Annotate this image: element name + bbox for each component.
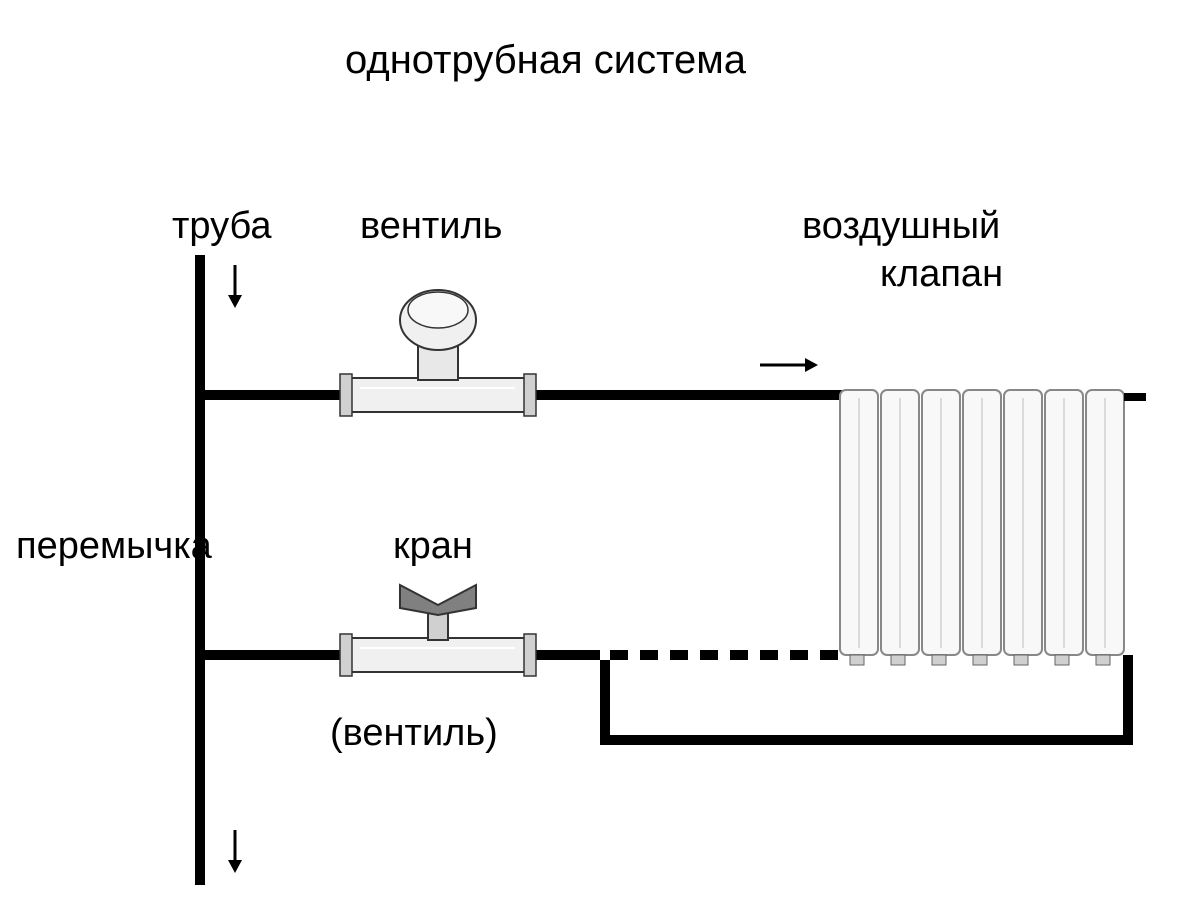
radiator — [840, 390, 1146, 665]
lower-branch-pipe-mid — [530, 650, 600, 660]
return-pipe-right-down — [1123, 655, 1133, 745]
arrow-outlet-down — [228, 830, 242, 873]
return-pipe-left-up — [600, 660, 610, 745]
lower-branch-pipe-left — [195, 650, 345, 660]
arrow-inlet-down — [228, 265, 242, 308]
lower-branch-dashed — [610, 650, 838, 660]
return-pipe-bottom — [600, 735, 1133, 745]
arrow-flow-right — [760, 358, 818, 372]
air-valve-stub — [1124, 393, 1146, 401]
upper-valve — [340, 290, 536, 416]
lower-valve — [340, 585, 536, 676]
main-pipe-vertical — [195, 255, 205, 885]
radiator-feet — [850, 655, 1110, 665]
heating-diagram — [0, 0, 1200, 921]
upper-branch-pipe-left — [195, 390, 345, 400]
upper-branch-pipe-right — [530, 390, 850, 400]
